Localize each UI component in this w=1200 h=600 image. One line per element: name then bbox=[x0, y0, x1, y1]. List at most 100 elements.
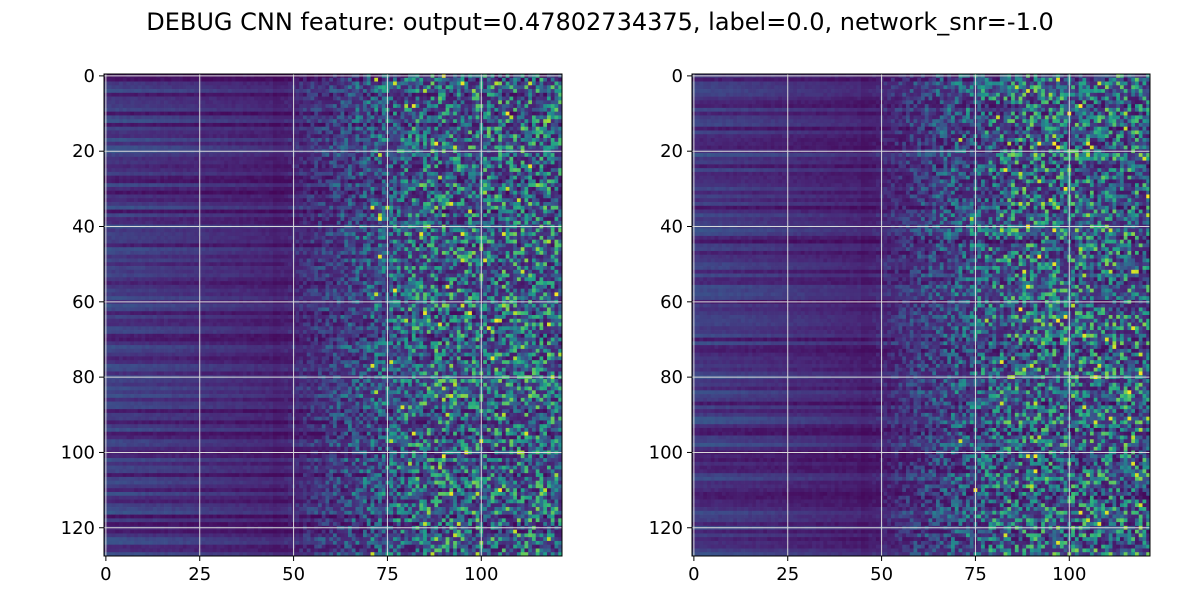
heatmap-cell bbox=[419, 100, 423, 104]
heatmap-cell bbox=[224, 119, 228, 123]
heatmap-cell bbox=[348, 82, 352, 86]
heatmap-cell bbox=[243, 93, 247, 97]
heatmap-cell bbox=[453, 115, 457, 119]
heatmap-cell bbox=[243, 100, 247, 104]
heatmap-cell bbox=[273, 78, 277, 82]
heatmap-cell bbox=[401, 93, 405, 97]
heatmap-cell bbox=[288, 119, 292, 123]
heatmap-cell bbox=[442, 89, 446, 93]
heatmap-cell bbox=[172, 104, 176, 108]
heatmap-cell bbox=[138, 123, 142, 127]
heatmap-cell bbox=[322, 108, 326, 112]
heatmap-cell bbox=[431, 108, 435, 112]
heatmap-cell bbox=[142, 123, 146, 127]
heatmap-cell bbox=[213, 115, 217, 119]
heatmap-cell bbox=[509, 108, 513, 112]
heatmap-cell bbox=[528, 82, 532, 86]
heatmap-cell bbox=[325, 89, 329, 93]
heatmap-cell bbox=[517, 119, 521, 123]
heatmap-cell bbox=[513, 82, 517, 86]
heatmap-cell bbox=[138, 93, 142, 97]
heatmap-cell bbox=[235, 97, 239, 101]
heatmap-cell bbox=[457, 93, 461, 97]
heatmap-cell bbox=[416, 85, 420, 89]
heatmap-cell bbox=[303, 112, 307, 116]
heatmap-cell bbox=[254, 100, 258, 104]
heatmap-cell bbox=[539, 119, 543, 123]
heatmap-cell bbox=[142, 108, 146, 112]
heatmap-cell bbox=[269, 89, 273, 93]
heatmap-cell bbox=[277, 112, 281, 116]
heatmap-cell bbox=[367, 97, 371, 101]
heatmap-cell bbox=[382, 104, 386, 108]
heatmap-cell bbox=[179, 78, 183, 82]
heatmap-cell bbox=[513, 85, 517, 89]
heatmap-cell bbox=[164, 78, 168, 82]
heatmap-cell bbox=[224, 78, 228, 82]
heatmap-cell bbox=[352, 89, 356, 93]
heatmap-cell bbox=[277, 93, 281, 97]
heatmap-cell bbox=[528, 104, 532, 108]
heatmap-cell bbox=[149, 82, 153, 86]
heatmap-cell bbox=[247, 100, 251, 104]
heatmap-cell bbox=[175, 97, 179, 101]
heatmap-cell bbox=[333, 82, 337, 86]
heatmap-cell bbox=[423, 82, 427, 86]
heatmap-cell bbox=[217, 108, 221, 112]
heatmap-cell bbox=[235, 78, 239, 82]
heatmap-cell bbox=[476, 85, 480, 89]
heatmap-cell bbox=[506, 112, 510, 116]
heatmap-cell bbox=[329, 97, 333, 101]
heatmap-cell bbox=[258, 108, 262, 112]
heatmap-cell bbox=[183, 85, 187, 89]
heatmap-cell bbox=[509, 115, 513, 119]
heatmap-cell bbox=[142, 85, 146, 89]
heatmap-cell bbox=[295, 89, 299, 93]
heatmap-cell bbox=[108, 93, 112, 97]
heatmap-cell bbox=[333, 97, 337, 101]
heatmap-cell bbox=[145, 112, 149, 116]
heatmap-cell bbox=[453, 78, 457, 82]
heatmap-cell bbox=[284, 97, 288, 101]
heatmap-cell bbox=[408, 112, 412, 116]
heatmap-cell bbox=[356, 115, 360, 119]
heatmap-cell bbox=[483, 104, 487, 108]
heatmap-cell bbox=[494, 78, 498, 82]
heatmap-cell bbox=[423, 78, 427, 82]
heatmap-cell bbox=[138, 85, 142, 89]
heatmap-cell bbox=[333, 100, 337, 104]
heatmap-cell bbox=[228, 119, 232, 123]
heatmap-cell bbox=[153, 108, 157, 112]
heatmap-cell bbox=[401, 104, 405, 108]
heatmap-cell bbox=[401, 78, 405, 82]
heatmap-cell bbox=[149, 115, 153, 119]
heatmap-cell bbox=[498, 97, 502, 101]
heatmap-cell bbox=[457, 85, 461, 89]
heatmap-cell bbox=[303, 78, 307, 82]
heatmap-cell bbox=[168, 82, 172, 86]
heatmap-cell bbox=[344, 108, 348, 112]
heatmap-cell bbox=[247, 85, 251, 89]
heatmap-cell bbox=[371, 119, 375, 123]
heatmap-cell bbox=[487, 112, 491, 116]
heatmap-cell bbox=[491, 108, 495, 112]
heatmap-cell bbox=[243, 112, 247, 116]
heatmap-cell bbox=[498, 100, 502, 104]
heatmap-cell bbox=[521, 119, 525, 123]
heatmap-cell bbox=[205, 78, 209, 82]
heatmap-cell bbox=[517, 78, 521, 82]
heatmap-cell bbox=[404, 112, 408, 116]
heatmap-cell bbox=[258, 89, 262, 93]
heatmap-cell bbox=[130, 78, 134, 82]
heatmap-cell bbox=[202, 89, 206, 93]
heatmap-cell bbox=[416, 115, 420, 119]
heatmap-cell bbox=[356, 85, 360, 89]
heatmap-cell bbox=[397, 112, 401, 116]
heatmap-cell bbox=[371, 112, 375, 116]
heatmap-cell bbox=[532, 100, 536, 104]
heatmap-cell bbox=[138, 78, 142, 82]
heatmap-cell bbox=[442, 119, 446, 123]
heatmap-cell bbox=[149, 100, 153, 104]
heatmap-cell bbox=[348, 93, 352, 97]
heatmap-cell bbox=[434, 97, 438, 101]
